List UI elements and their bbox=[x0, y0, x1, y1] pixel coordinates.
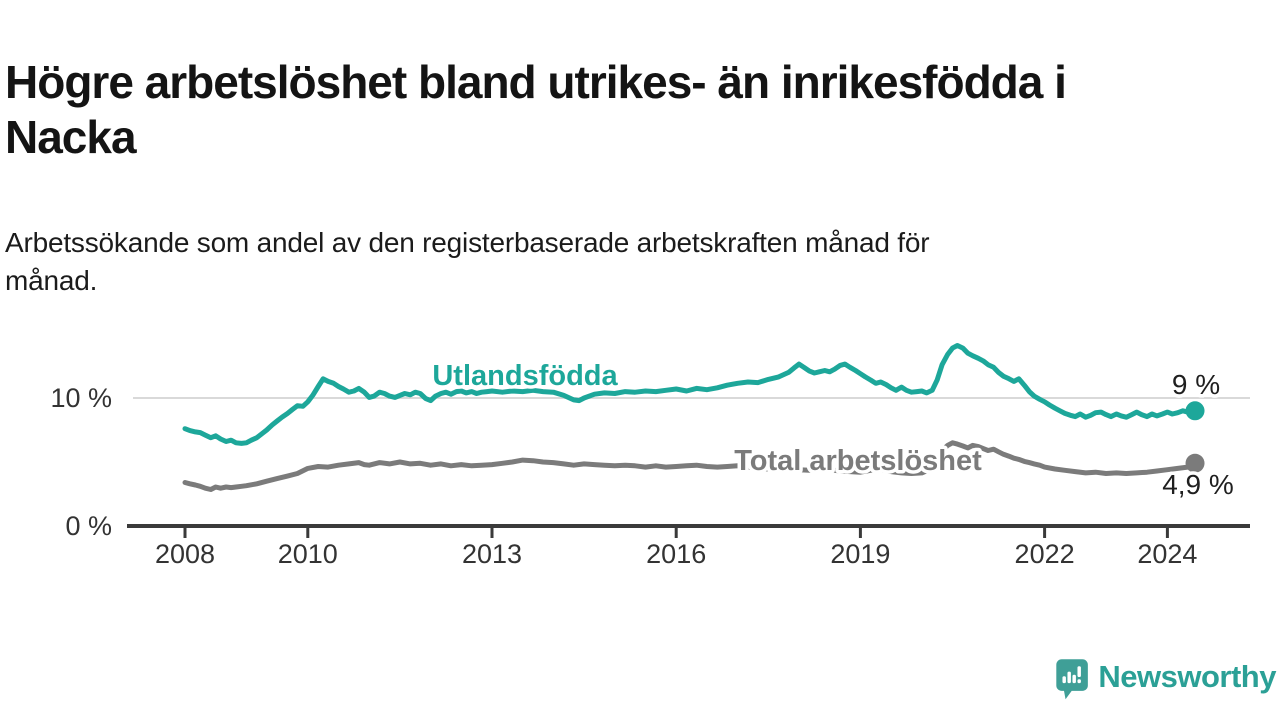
x-tick-label-2010: 2010 bbox=[278, 539, 338, 569]
x-tick-label-2016: 2016 bbox=[646, 539, 706, 569]
chart-subtitle: Arbetssökande som andel av den registerb… bbox=[5, 227, 930, 296]
x-tick-label-2022: 2022 bbox=[1015, 539, 1075, 569]
end-label-total: 4,9 % bbox=[1162, 469, 1234, 500]
series-line-total bbox=[182, 440, 1198, 492]
speech-bubble-shape bbox=[1056, 659, 1088, 700]
x-tick-label-2008: 2008 bbox=[155, 539, 215, 569]
x-tick-label-2024: 2024 bbox=[1137, 539, 1197, 569]
exclamation-dot bbox=[1077, 679, 1081, 684]
x-tick-label-2019: 2019 bbox=[830, 539, 890, 569]
exclamation-bar bbox=[1077, 666, 1081, 677]
bar-small bbox=[1062, 676, 1066, 684]
series-label-utlandsfodda: Utlandsfödda bbox=[432, 360, 618, 392]
bar-tall bbox=[1067, 671, 1071, 684]
chart-title: Högre arbetslöshet bland utrikes- än inr… bbox=[5, 55, 1067, 163]
bar-medium bbox=[1072, 674, 1076, 684]
y-tick-label-10: 10 % bbox=[50, 383, 112, 413]
newsworthy-bubble-chart-icon bbox=[1056, 659, 1088, 700]
series-line-utlandsfodda bbox=[182, 343, 1198, 446]
end-label-utlandsfodda: 9 % bbox=[1172, 369, 1220, 400]
end-dot-total bbox=[1185, 453, 1205, 473]
end-dot-utlandsfodda bbox=[1185, 401, 1205, 421]
y-tick-label-0: 0 % bbox=[65, 511, 112, 541]
x-tick-label-2013: 2013 bbox=[462, 539, 522, 569]
series-label-total: Total arbetslöshet bbox=[734, 445, 982, 477]
newsworthy-logo: Newsworthy bbox=[1054, 650, 1276, 706]
newsworthy-logo-text: Newsworthy bbox=[1098, 659, 1276, 694]
unemployment-line-chart: 2008 2010 2013 2016 2019 2022 2024 0 % 10 % Utlan… bbox=[50, 343, 1250, 569]
